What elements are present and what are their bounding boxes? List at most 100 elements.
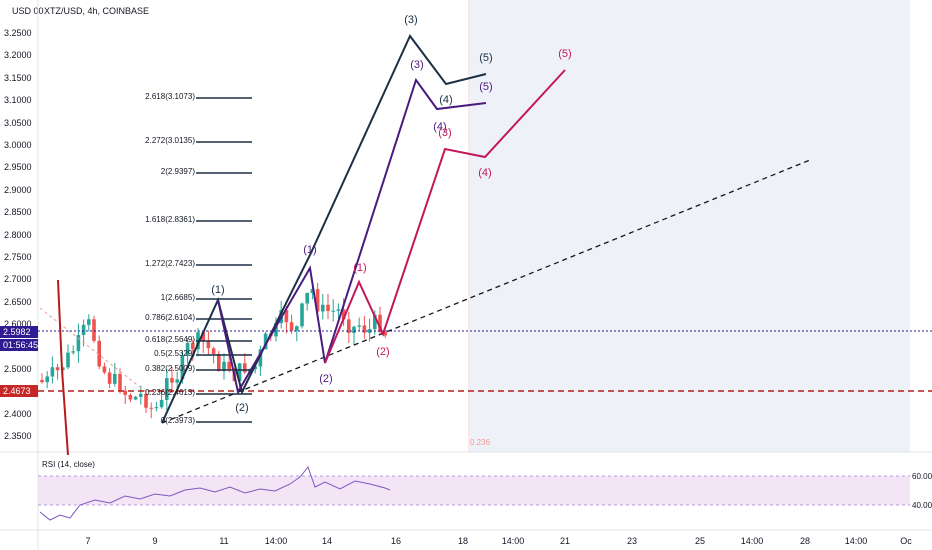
time-axis-tick: 23	[626, 536, 638, 546]
candle-body	[295, 326, 299, 331]
time-axis-tick: 14:00	[740, 536, 764, 546]
fib-level-label: 1(2.6685)	[160, 293, 195, 302]
time-axis-tick: Oc	[900, 536, 912, 546]
candle-body	[170, 378, 174, 383]
candle-body	[373, 314, 377, 330]
crimson-wave-label: (4)	[478, 167, 492, 179]
price-axis-tick: 2.6500	[4, 296, 32, 307]
crimson-wave-label: (2)	[376, 346, 390, 358]
candle-body	[362, 325, 367, 333]
candle-body	[331, 310, 335, 312]
candle-body	[76, 334, 81, 352]
candle-body	[144, 393, 148, 408]
candle-body	[128, 394, 133, 400]
rsi-line	[39, 465, 391, 521]
candle-body	[211, 348, 216, 355]
navy-wave-path[interactable]	[161, 34, 487, 424]
time-axis-tick: 16	[390, 536, 402, 546]
price-axis-tick: 2.3500	[4, 431, 32, 442]
candle-body	[347, 319, 351, 333]
navy-wave-label: (5)	[479, 52, 493, 64]
time-axis-tick: 9	[152, 536, 158, 546]
navy-wave-label: (3)	[404, 14, 418, 26]
crimson-wave-path[interactable]	[324, 69, 566, 364]
fib-level-label: 1.272(2.7423)	[145, 259, 195, 268]
range-label: 0.236	[470, 438, 491, 447]
price-axis-tick: 3.0500	[4, 117, 32, 128]
candle-body	[175, 379, 179, 383]
navy-wave-label: (1)	[211, 284, 225, 296]
candle-body	[113, 374, 117, 384]
price-axis-tick: 3.0000	[4, 140, 32, 150]
candle-body	[149, 407, 153, 409]
candle-body	[40, 380, 44, 383]
time-axis-tick: 28	[799, 536, 811, 546]
candle-body	[118, 374, 122, 391]
fib-level-label: 0(2.3973)	[160, 416, 195, 425]
candle-body	[55, 367, 60, 371]
candle-body	[66, 352, 70, 368]
candle-body	[357, 325, 361, 327]
candle-body	[87, 319, 91, 325]
time-axis-tick: 11	[219, 536, 229, 546]
rsi-title[interactable]: RSI (14, close)	[42, 460, 95, 469]
candle-body	[383, 331, 387, 336]
candle-body	[139, 393, 143, 397]
current-price-badge: 2.5982	[0, 326, 38, 338]
fib-level-label: 0.236(2.4613)	[145, 388, 195, 397]
candle-body	[201, 332, 205, 342]
symbol-title[interactable]: XTZ/USD, 4h, COINBASE	[44, 6, 150, 16]
candle-body	[258, 349, 263, 367]
time-axis-tick: 14	[321, 536, 333, 546]
fib-level-label: 0.618(2.5649)	[145, 335, 195, 344]
candle-body	[45, 376, 49, 383]
price-axis-tick: 2.6000	[4, 319, 32, 330]
price-axis-tick: 2.8500	[4, 207, 32, 218]
navy-wave-label: (4)	[439, 94, 453, 106]
candle-body	[321, 304, 325, 312]
purple-wave-label: (4)	[433, 121, 447, 133]
candle-body	[191, 342, 195, 350]
price-axis-tick: 3.1500	[4, 72, 32, 83]
fib-level-label: 2.272(3.0135)	[145, 136, 195, 145]
candle-body	[289, 322, 294, 331]
price-axis-tick: 2.9500	[4, 162, 32, 173]
purple-wave-label: (1)	[303, 244, 317, 256]
candle-body	[253, 366, 257, 370]
candle-body	[326, 304, 330, 312]
crimson-wave-label: (3)	[438, 127, 452, 139]
navy-wave-label: (2)	[235, 402, 249, 414]
projection-zone	[470, 0, 910, 452]
candle-body	[217, 354, 221, 372]
candle-body	[50, 367, 55, 377]
purple-wave-label: (2)	[319, 373, 333, 385]
candle-body	[159, 399, 164, 408]
rsi-band	[38, 476, 910, 505]
price-axis-tick: 2.4000	[4, 408, 32, 419]
candle-body	[300, 303, 304, 327]
price-axis-tick: 2.5000	[4, 364, 32, 374]
candle-body	[341, 309, 346, 320]
countdown-badge: 01:56:45	[0, 339, 38, 351]
gray-dashed-line	[39, 307, 151, 396]
fib-lines-group	[196, 97, 252, 423]
candle-body	[310, 289, 315, 293]
fib-level-label: 1.618(2.8361)	[145, 215, 195, 224]
time-axis-tick: 18	[457, 536, 469, 546]
time-axis-tick: 14:00	[844, 536, 868, 546]
candle-body	[237, 363, 242, 382]
purple-wave-label: (5)	[479, 81, 493, 93]
price-axis-tick: 3.1000	[4, 95, 32, 106]
candle-body	[154, 407, 159, 409]
candle-body	[185, 342, 190, 356]
time-axis-tick: 21	[559, 536, 571, 546]
price-axis-tick: 2.7000	[4, 274, 32, 285]
purple-wave-label: (3)	[410, 59, 424, 71]
price-axis-tick: 2.8000	[4, 229, 32, 240]
candle-body	[263, 333, 268, 350]
candle-body	[284, 310, 289, 323]
candle-body	[206, 341, 211, 349]
price-axis-tick: 3.2000	[4, 50, 32, 61]
price-axis-tick: 2.9000	[4, 184, 32, 195]
